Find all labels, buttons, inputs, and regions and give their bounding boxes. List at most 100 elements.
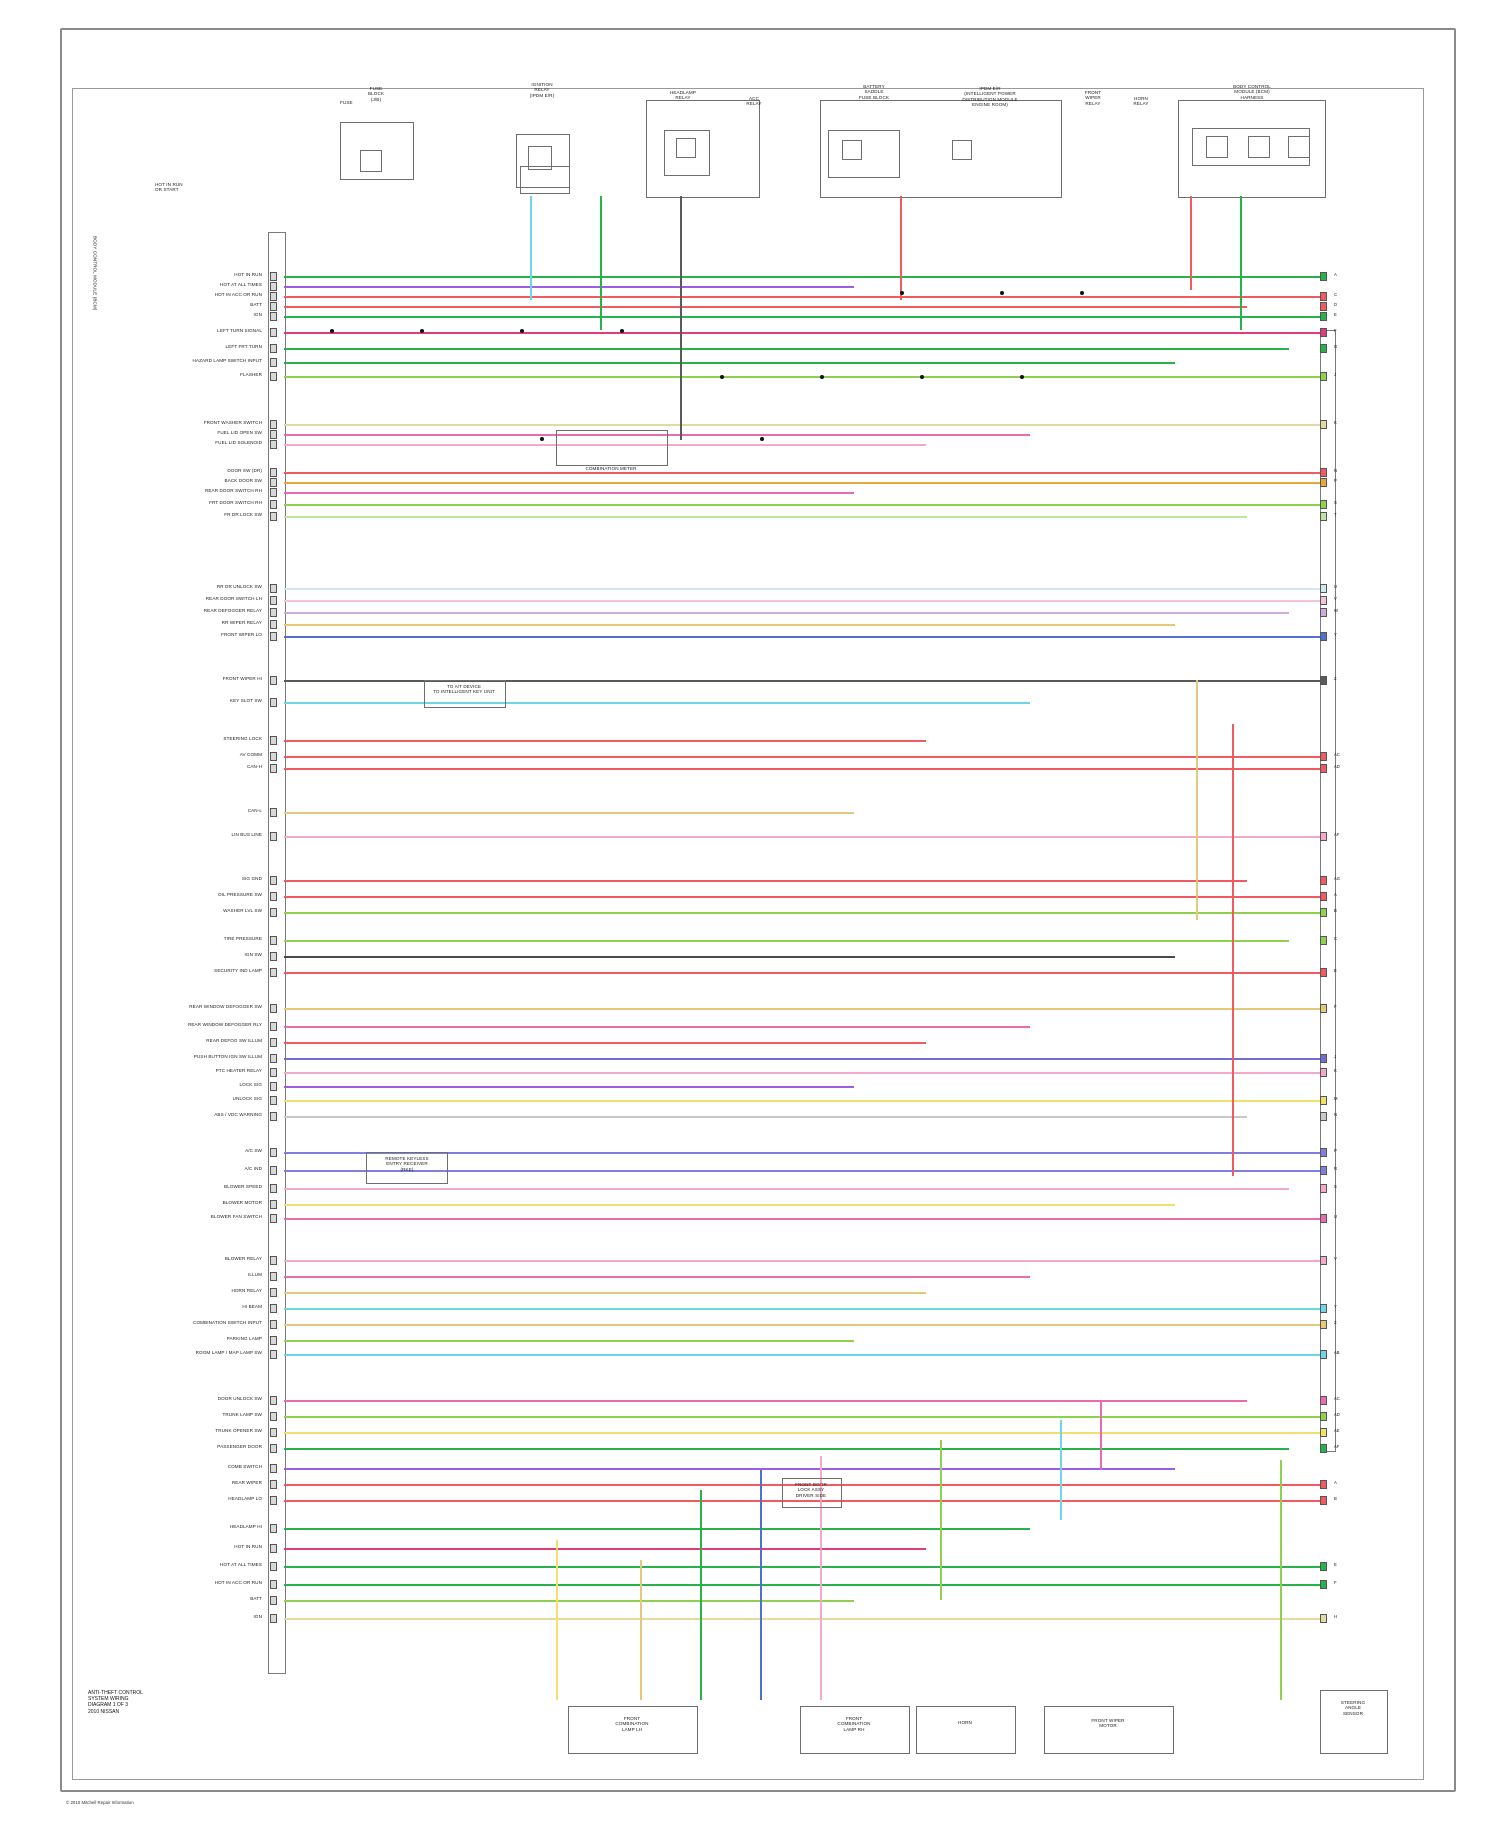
wire-riser [1232, 724, 1234, 1176]
wire-label: BLOWER FAN SWITCH [210, 1214, 262, 1219]
wire-riser [940, 1440, 942, 1600]
wire-label: FUEL LID OPEN SW [217, 430, 262, 435]
connector-pin [270, 1068, 277, 1077]
wire-label: HOT IN RUN [234, 272, 262, 277]
connector-pin-right [1320, 1112, 1327, 1121]
connector-pin [270, 1256, 277, 1265]
pin-letter: V [1334, 596, 1337, 601]
wire-label: REAR WINDOW DEFOGGER SW [189, 1004, 262, 1009]
bcm-connector-outline [268, 232, 286, 1674]
connector-pin [270, 512, 277, 521]
connector-pin [270, 1524, 277, 1533]
pin-letter: K [1334, 1068, 1337, 1073]
bottom-label-horn: HORN [958, 1720, 972, 1725]
splice-dot [1080, 291, 1084, 295]
connector-pin-right [1320, 1562, 1327, 1571]
connector-pin [270, 1496, 277, 1505]
connector-pin [270, 420, 277, 429]
connector-pin-right [1320, 584, 1327, 593]
connector-pin [270, 908, 277, 917]
connector-pin [270, 440, 277, 449]
pin-letter: E [1334, 968, 1337, 973]
wire-trace [284, 1324, 1320, 1326]
wire-label: COMB SWITCH [227, 1464, 262, 1469]
wire-label: SIG GND [241, 876, 262, 881]
connector-pin-right [1320, 344, 1327, 353]
pin-letter: Y [1334, 632, 1337, 637]
wire-trace [284, 1584, 1320, 1586]
pin-letter: H [1334, 1614, 1338, 1619]
wire-trace [284, 1058, 1320, 1060]
connector-pin-right [1320, 312, 1327, 321]
wire-trace [284, 624, 1175, 626]
wire-trace [284, 504, 1320, 506]
wire-trace [284, 1432, 1320, 1434]
wire-label: BLOWER RELAY [224, 1256, 262, 1261]
wire-trace [284, 434, 1030, 436]
wire-label: CAN-L [247, 808, 262, 813]
bottom-box-front-comb-lamp-lh [568, 1706, 698, 1754]
wire-label: A/C IND [244, 1166, 262, 1171]
pin-letter: J [1334, 1054, 1337, 1059]
connector-pin-right [1320, 500, 1327, 509]
connector-pin-right [1320, 936, 1327, 945]
connector-pin [270, 468, 277, 477]
pin-letter: E [1334, 1562, 1337, 1567]
connector-pin-right [1320, 752, 1327, 761]
connector-pin [270, 1480, 277, 1489]
connector-pin [270, 1200, 277, 1209]
wire-trace [284, 1170, 1320, 1172]
splice-dot [820, 375, 824, 379]
connector-pin [270, 478, 277, 487]
title-line-2: SYSTEM WIRING [88, 1696, 129, 1703]
connector-pin-right [1320, 1148, 1327, 1157]
splice-dot [520, 329, 524, 333]
wire-trace [284, 1276, 1030, 1278]
pin-letter: F [1334, 1580, 1337, 1585]
splice-dot [760, 437, 764, 441]
connector-pin [270, 968, 277, 977]
title-line-3: DIAGRAM 1 OF 3 [88, 1702, 129, 1709]
pin-letter: P [1334, 1148, 1337, 1153]
wire-trace [284, 1042, 926, 1044]
connector-pin-right [1320, 272, 1327, 281]
connector-pin-right [1320, 908, 1327, 917]
wire-label: AV COMM [239, 752, 262, 757]
connector-pin [270, 1562, 277, 1571]
wire-riser [760, 1470, 762, 1700]
wire-label: FLASHER [240, 372, 262, 377]
wire-label: IGN [253, 312, 262, 317]
connector-pin-right [1320, 1396, 1327, 1405]
connector-pin-right [1320, 1412, 1327, 1421]
connector-pin-right [1320, 968, 1327, 977]
connector-pin-right [1320, 292, 1327, 301]
connector-pin [270, 1082, 277, 1091]
note-label-door-lock: FRONT DOOR LOCK ASSY DRIVER SIDE [795, 1482, 827, 1498]
bcm-side-label: BODY CONTROL MODULE (BCM) [92, 236, 98, 311]
pin-letter: U [1334, 584, 1338, 589]
pin-letter: A [1334, 892, 1337, 897]
right-connector-outline [1320, 330, 1336, 1452]
connector-pin [270, 632, 277, 641]
connector-pin [270, 1596, 277, 1605]
wire-label: BATT [250, 1596, 262, 1601]
module-label-headlamp-relay: HEADLAMP RELAY [669, 90, 697, 101]
wire-label: BATT [250, 302, 262, 307]
connector-pin-right [1320, 302, 1327, 311]
wire-label: BLOWER SPEED [224, 1184, 262, 1189]
relay-coil-8 [1288, 136, 1310, 158]
connector-pin-right [1320, 832, 1327, 841]
wire-label: RR WIPER RELAY [221, 620, 262, 625]
connector-pin-right [1320, 1214, 1327, 1223]
wire-trace [284, 680, 1320, 682]
wire-trace [284, 812, 854, 814]
module-label-bcm-harness: BODY CONTROL MODULE (BCM) HARNESS [1233, 84, 1271, 100]
connector-pin [270, 282, 277, 291]
wire-trace [284, 492, 854, 494]
module-label-fuse-block: FUSE BLOCK (J/B) [367, 86, 385, 102]
wire-trace [284, 472, 1320, 474]
connector-pin [270, 1184, 277, 1193]
connector-pin-right [1320, 1428, 1327, 1437]
wire-trace [284, 1008, 1320, 1010]
